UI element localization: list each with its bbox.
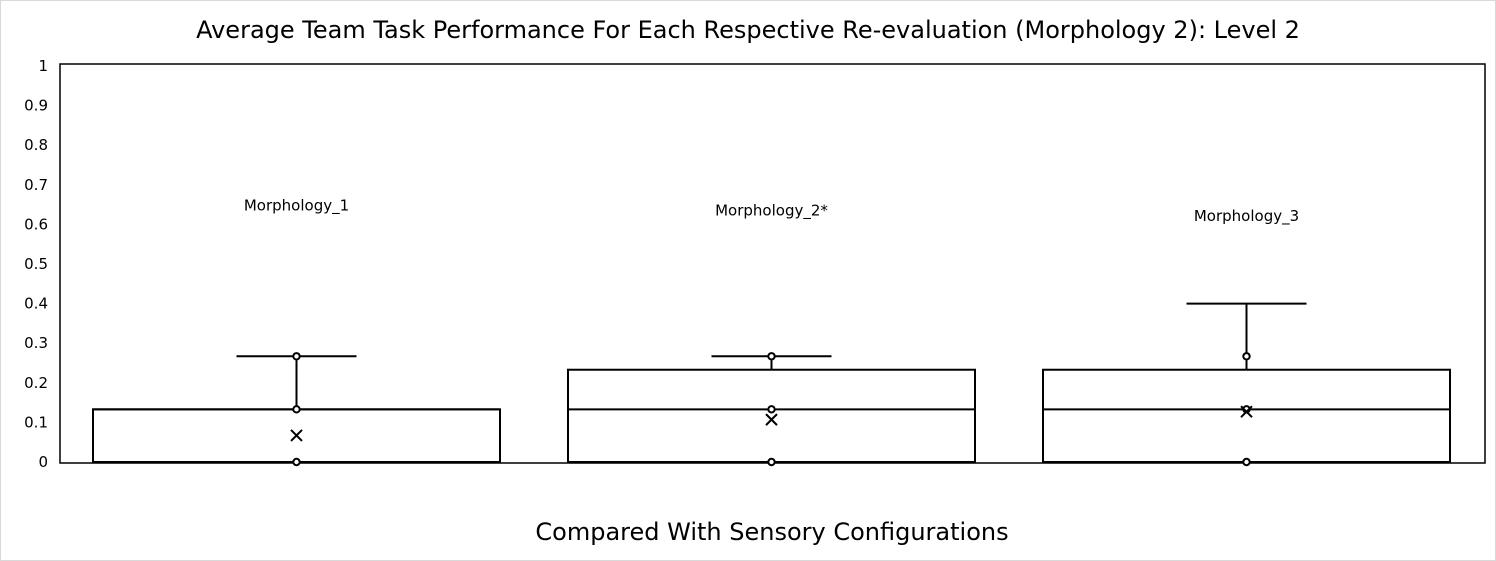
data-point [767, 405, 776, 414]
box-group: Morphology_1 [92, 197, 501, 467]
x-axis-label: Compared With Sensory Configurations [535, 518, 1008, 546]
box-body [567, 368, 976, 463]
box-label: Morphology_1 [244, 197, 349, 216]
y-axis-ticks: 0 0.1 0.2 0.3 0.4 0.5 0.6 0.7 0.8 0.9 1 [24, 57, 48, 471]
data-point [292, 352, 301, 361]
y-tick-label: 0.8 [24, 136, 48, 154]
y-tick-label: 0.3 [24, 334, 48, 352]
y-tick-label: 0.6 [24, 215, 48, 233]
box-series: Morphology_1 Morphology_2* Morphology_3 [92, 197, 1451, 467]
mean-marker [765, 413, 778, 426]
box-label: Morphology_2* [715, 201, 828, 220]
box-label: Morphology_3 [1194, 207, 1299, 226]
y-tick-label: 0.5 [24, 255, 48, 273]
data-point [1242, 457, 1251, 467]
box-body [1042, 368, 1451, 463]
y-tick-label: 0 [38, 453, 48, 471]
data-point [1242, 352, 1251, 361]
y-tick-label: 0.1 [24, 413, 48, 431]
y-tick-label: 0.9 [24, 97, 48, 115]
mean-marker [290, 429, 303, 442]
y-tick-label: 0.4 [24, 295, 48, 313]
box-group: Morphology_2* [567, 201, 976, 467]
data-point [767, 457, 776, 467]
y-tick-label: 1 [38, 57, 48, 75]
mean-marker [1240, 405, 1253, 418]
data-point [292, 405, 301, 414]
y-tick-label: 0.2 [24, 374, 48, 392]
data-point [767, 352, 776, 361]
box-group: Morphology_3 [1042, 207, 1451, 467]
y-tick-label: 0.7 [24, 176, 48, 194]
chart-title: Average Team Task Performance For Each R… [196, 16, 1300, 44]
data-point [292, 457, 301, 467]
